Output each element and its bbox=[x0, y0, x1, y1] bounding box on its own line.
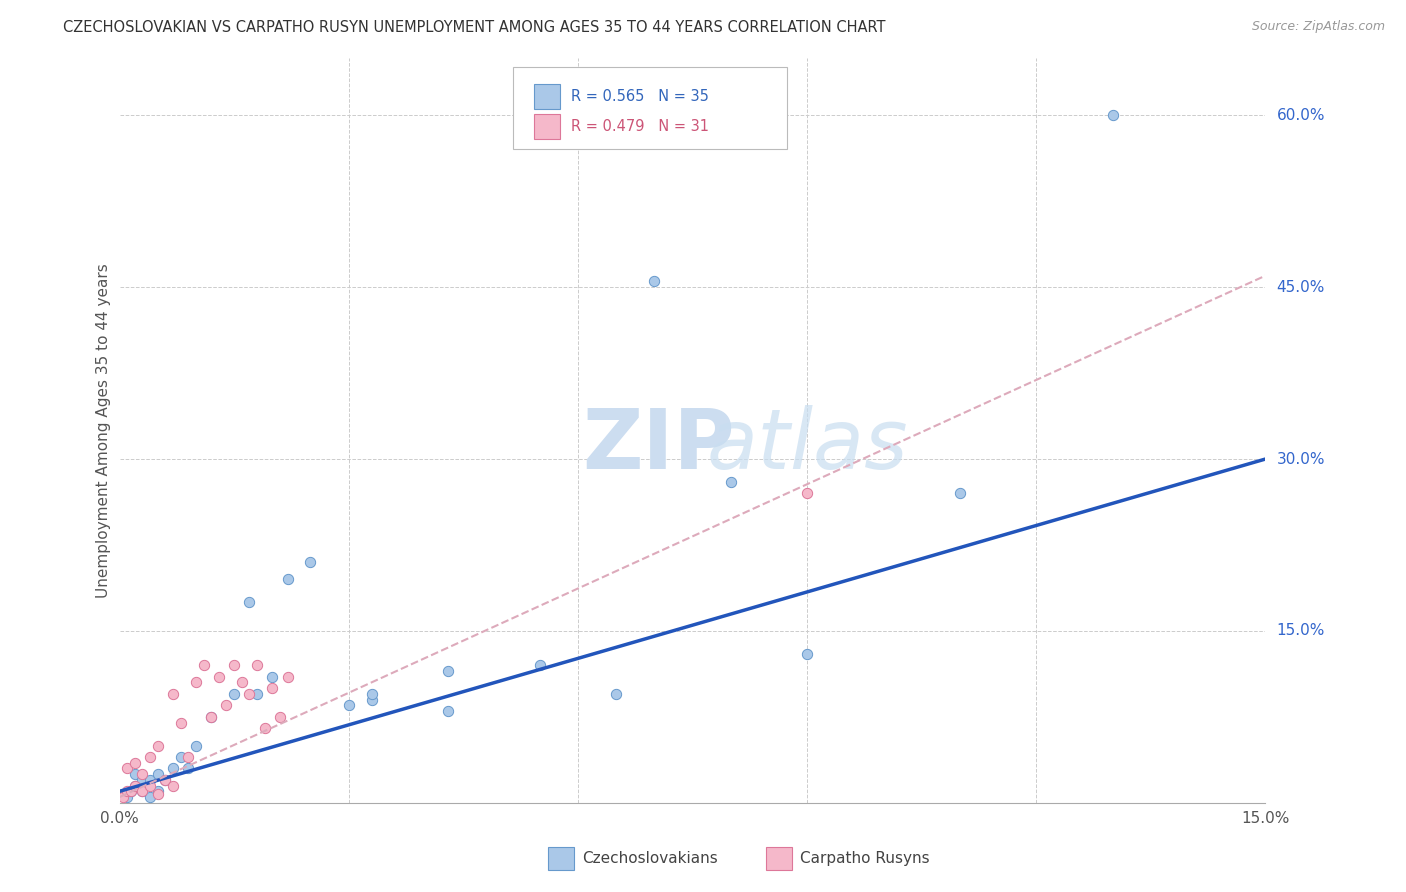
Point bbox=[124, 779, 146, 793]
Text: 30.0%: 30.0% bbox=[1277, 451, 1324, 467]
Point bbox=[193, 658, 215, 673]
Point bbox=[208, 670, 231, 684]
Point bbox=[120, 784, 142, 798]
Point bbox=[529, 658, 551, 673]
Text: Czechoslovakians: Czechoslovakians bbox=[582, 851, 718, 865]
Text: R = 0.565   N = 35: R = 0.565 N = 35 bbox=[571, 89, 709, 103]
Point bbox=[169, 750, 191, 764]
Point bbox=[437, 704, 460, 718]
Point bbox=[112, 787, 135, 801]
Point bbox=[162, 761, 184, 775]
Point bbox=[200, 710, 222, 724]
Y-axis label: Unemployment Among Ages 35 to 44 years: Unemployment Among Ages 35 to 44 years bbox=[96, 263, 111, 598]
Point bbox=[720, 475, 742, 489]
Point bbox=[139, 790, 162, 805]
Point bbox=[115, 761, 138, 775]
Point bbox=[131, 767, 153, 781]
Point bbox=[184, 675, 207, 690]
Point bbox=[277, 670, 299, 684]
Text: 60.0%: 60.0% bbox=[1277, 108, 1324, 123]
Point bbox=[184, 739, 207, 753]
Point bbox=[146, 784, 169, 798]
Point bbox=[124, 756, 146, 770]
Point bbox=[949, 486, 972, 500]
Point bbox=[796, 486, 818, 500]
Point bbox=[120, 784, 142, 798]
Point bbox=[262, 681, 284, 696]
Point bbox=[262, 670, 284, 684]
Point bbox=[337, 698, 360, 713]
Point bbox=[155, 772, 177, 787]
Point bbox=[169, 715, 191, 730]
Point bbox=[146, 787, 169, 801]
Point bbox=[246, 687, 269, 701]
Point bbox=[360, 687, 382, 701]
Text: 45.0%: 45.0% bbox=[1277, 280, 1324, 294]
Point bbox=[162, 779, 184, 793]
Point bbox=[124, 767, 146, 781]
Point bbox=[231, 675, 253, 690]
Point bbox=[177, 750, 200, 764]
Point bbox=[115, 784, 138, 798]
Point bbox=[222, 658, 246, 673]
Point bbox=[139, 750, 162, 764]
Point bbox=[131, 772, 153, 787]
Point bbox=[269, 710, 291, 724]
Text: CZECHOSLOVAKIAN VS CARPATHO RUSYN UNEMPLOYMENT AMONG AGES 35 TO 44 YEARS CORRELA: CZECHOSLOVAKIAN VS CARPATHO RUSYN UNEMPL… bbox=[63, 20, 886, 35]
Point bbox=[146, 767, 169, 781]
Text: Source: ZipAtlas.com: Source: ZipAtlas.com bbox=[1251, 20, 1385, 33]
Point bbox=[200, 710, 222, 724]
Point bbox=[222, 687, 246, 701]
Point bbox=[437, 664, 460, 678]
Point bbox=[643, 275, 665, 289]
Point bbox=[155, 772, 177, 787]
Point bbox=[177, 761, 200, 775]
Text: ZIP: ZIP bbox=[582, 405, 734, 486]
Point bbox=[139, 779, 162, 793]
Point bbox=[238, 595, 260, 609]
Point bbox=[299, 555, 322, 569]
Point bbox=[1101, 108, 1123, 122]
Point bbox=[215, 698, 238, 713]
Point bbox=[253, 721, 276, 735]
Point bbox=[112, 790, 135, 805]
Point bbox=[238, 687, 260, 701]
Text: R = 0.479   N = 31: R = 0.479 N = 31 bbox=[571, 120, 709, 134]
Point bbox=[131, 784, 153, 798]
Text: atlas: atlas bbox=[706, 405, 908, 486]
Point bbox=[139, 772, 162, 787]
Point bbox=[277, 573, 299, 587]
Point bbox=[146, 739, 169, 753]
Point bbox=[360, 692, 382, 706]
Point bbox=[246, 658, 269, 673]
Point bbox=[124, 779, 146, 793]
Point bbox=[796, 647, 818, 661]
Text: 15.0%: 15.0% bbox=[1277, 624, 1324, 639]
Point bbox=[131, 784, 153, 798]
Point bbox=[115, 790, 138, 805]
Point bbox=[605, 687, 627, 701]
Text: Carpatho Rusyns: Carpatho Rusyns bbox=[800, 851, 929, 865]
Point bbox=[162, 687, 184, 701]
